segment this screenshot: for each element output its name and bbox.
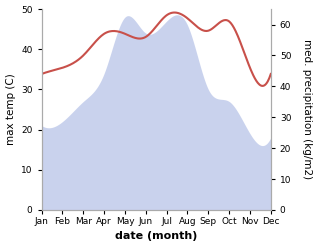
Y-axis label: max temp (C): max temp (C) [5, 74, 16, 145]
X-axis label: date (month): date (month) [115, 231, 197, 242]
Y-axis label: med. precipitation (kg/m2): med. precipitation (kg/m2) [302, 40, 313, 180]
